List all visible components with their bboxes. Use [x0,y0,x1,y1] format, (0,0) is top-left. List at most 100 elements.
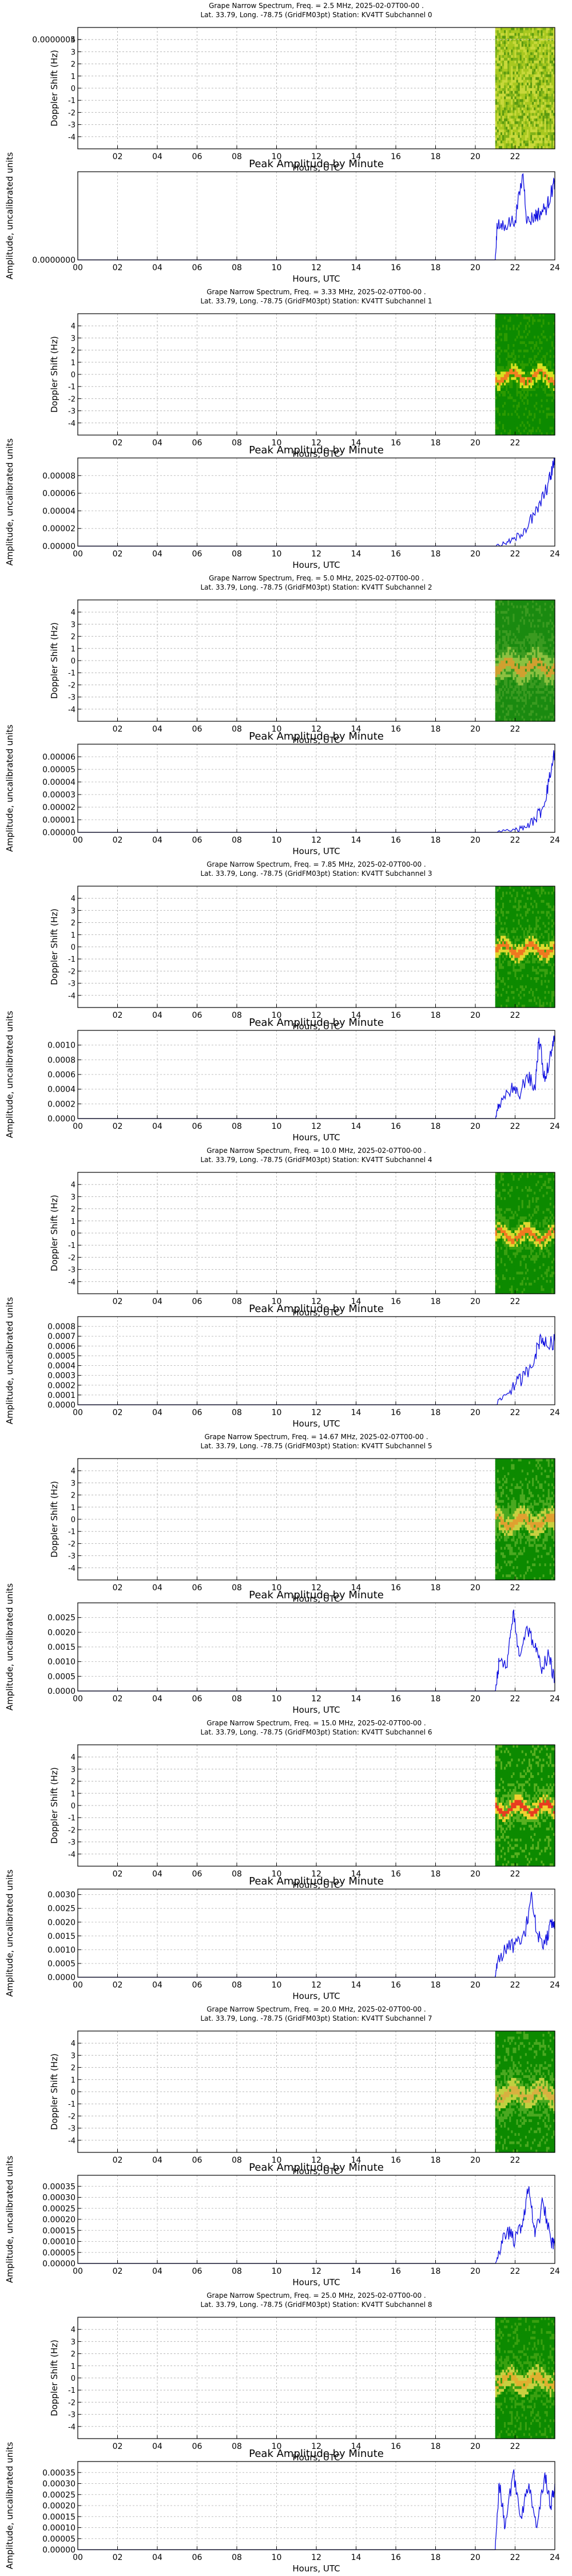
spectrogram-cell [539,602,542,606]
spectrogram-cell [534,146,536,149]
spectrogram-cell [521,638,524,642]
spectrogram-cell [521,366,524,369]
spectrogram-cell [537,710,540,714]
spectrogram-cell [529,669,531,672]
y-axis-label: Doppler Shift (Hz) [49,336,59,413]
spectrogram-cell [496,377,499,381]
spectrogram-cell [542,90,545,94]
spectrogram-cell [500,143,503,147]
spectrogram-cell [496,132,499,136]
spectrogram-cell [532,372,534,375]
spectrogram-cell [534,655,536,658]
spectrogram-cell [525,679,527,683]
spectrogram-cell [530,622,533,625]
spectrogram-cell [504,118,506,122]
spectrogram-cell [496,102,499,105]
spectrogram-cell [535,110,538,113]
spectrogram-cell [544,649,547,653]
spectrogram-cell [504,46,506,50]
spectrogram-cell [525,611,527,614]
spectrogram-cell [521,677,524,681]
spectrogram-cell [519,691,522,694]
spectrogram-cell [537,58,540,61]
spectrogram-cell [516,140,519,144]
spectrogram-cell [516,625,519,628]
spectrogram-cell [506,132,508,136]
x-tick-label: 18 [431,152,441,161]
spectrogram-cell [539,107,542,111]
spectrogram-cell [534,374,536,378]
spectrogram-cell [513,85,515,89]
spectrogram-cell [542,658,545,661]
spectrogram-cell [529,677,531,681]
spectrogram-cell [511,390,514,394]
spectrogram-cell [525,349,527,353]
spectrogram-cell [498,666,501,670]
spectrogram-cell [542,140,545,144]
spectrogram-cell [539,72,542,75]
spectrogram-cell [534,143,536,147]
spectrogram-cell [500,63,503,67]
spectrogram-cell [509,616,511,620]
spectrogram-cell [547,426,550,430]
spectrogram-cell [537,46,540,50]
spectrogram-cell [553,402,555,405]
spectrogram-cell [509,99,511,102]
spectrogram-cell [495,396,498,400]
spectrogram-cell [521,630,524,634]
spectrogram-cell [529,633,531,637]
spectrogram-cell [542,118,545,122]
spectrogram-cell [537,85,540,89]
spectrogram-cell [523,349,526,353]
spectrogram-cell [500,426,503,430]
spectrogram-cell [519,602,522,606]
spectrogram-cell [541,93,543,97]
spectrogram-cell [544,426,547,430]
spectrogram-cell [544,380,547,384]
spectrogram-cell [511,127,514,130]
spectrogram-cell [521,707,524,711]
spectrogram-cell [530,74,533,78]
spectrogram-cell [516,146,519,149]
spectrogram-cell [532,410,534,414]
spectrogram-cell [500,649,503,653]
spectrogram-cell [546,44,549,48]
spectrogram-cell [525,338,527,342]
spectrogram-cell [539,693,542,697]
spectrogram-cell [547,90,550,94]
spectrogram-cell [526,602,529,606]
spectrogram-cell [506,638,508,642]
spectrogram-cell [519,30,522,34]
spectrogram-cell [521,143,524,147]
spectrogram-cell [506,707,508,711]
spectrogram-cell [514,614,517,617]
spectrogram-cell [496,625,499,628]
spectrogram-cell [551,90,554,94]
spectrogram-cell [529,385,531,389]
spectrogram-cell [541,140,543,144]
spectrogram-cell [523,330,526,334]
spectrogram-cell [534,421,536,425]
spectrogram-cell [529,608,531,611]
spectrogram-cell [526,352,529,355]
spectrogram-cell [514,85,517,89]
spectrogram-cell [530,322,533,325]
spectrogram-cell [507,693,510,697]
spectrogram-cell [529,38,531,42]
spectrogram-cell [507,325,510,328]
spectrogram-cell [534,82,536,86]
spectrogram-cell [547,429,550,433]
spectrogram-cell [516,349,519,353]
spectrogram-cell [532,80,534,83]
spectrogram-cell [502,619,505,623]
spectrogram-cell [541,314,543,317]
spectrogram-cell [535,710,538,714]
spectrogram-cell [544,713,547,716]
spectrogram-cell [521,127,524,130]
spectrogram-cell [553,93,555,97]
spectrogram-cell [523,661,526,664]
spectrogram-cell [504,330,506,334]
spectrogram-cell [546,622,549,625]
spectrogram-cell [502,677,505,681]
spectrogram-cell [518,405,521,408]
